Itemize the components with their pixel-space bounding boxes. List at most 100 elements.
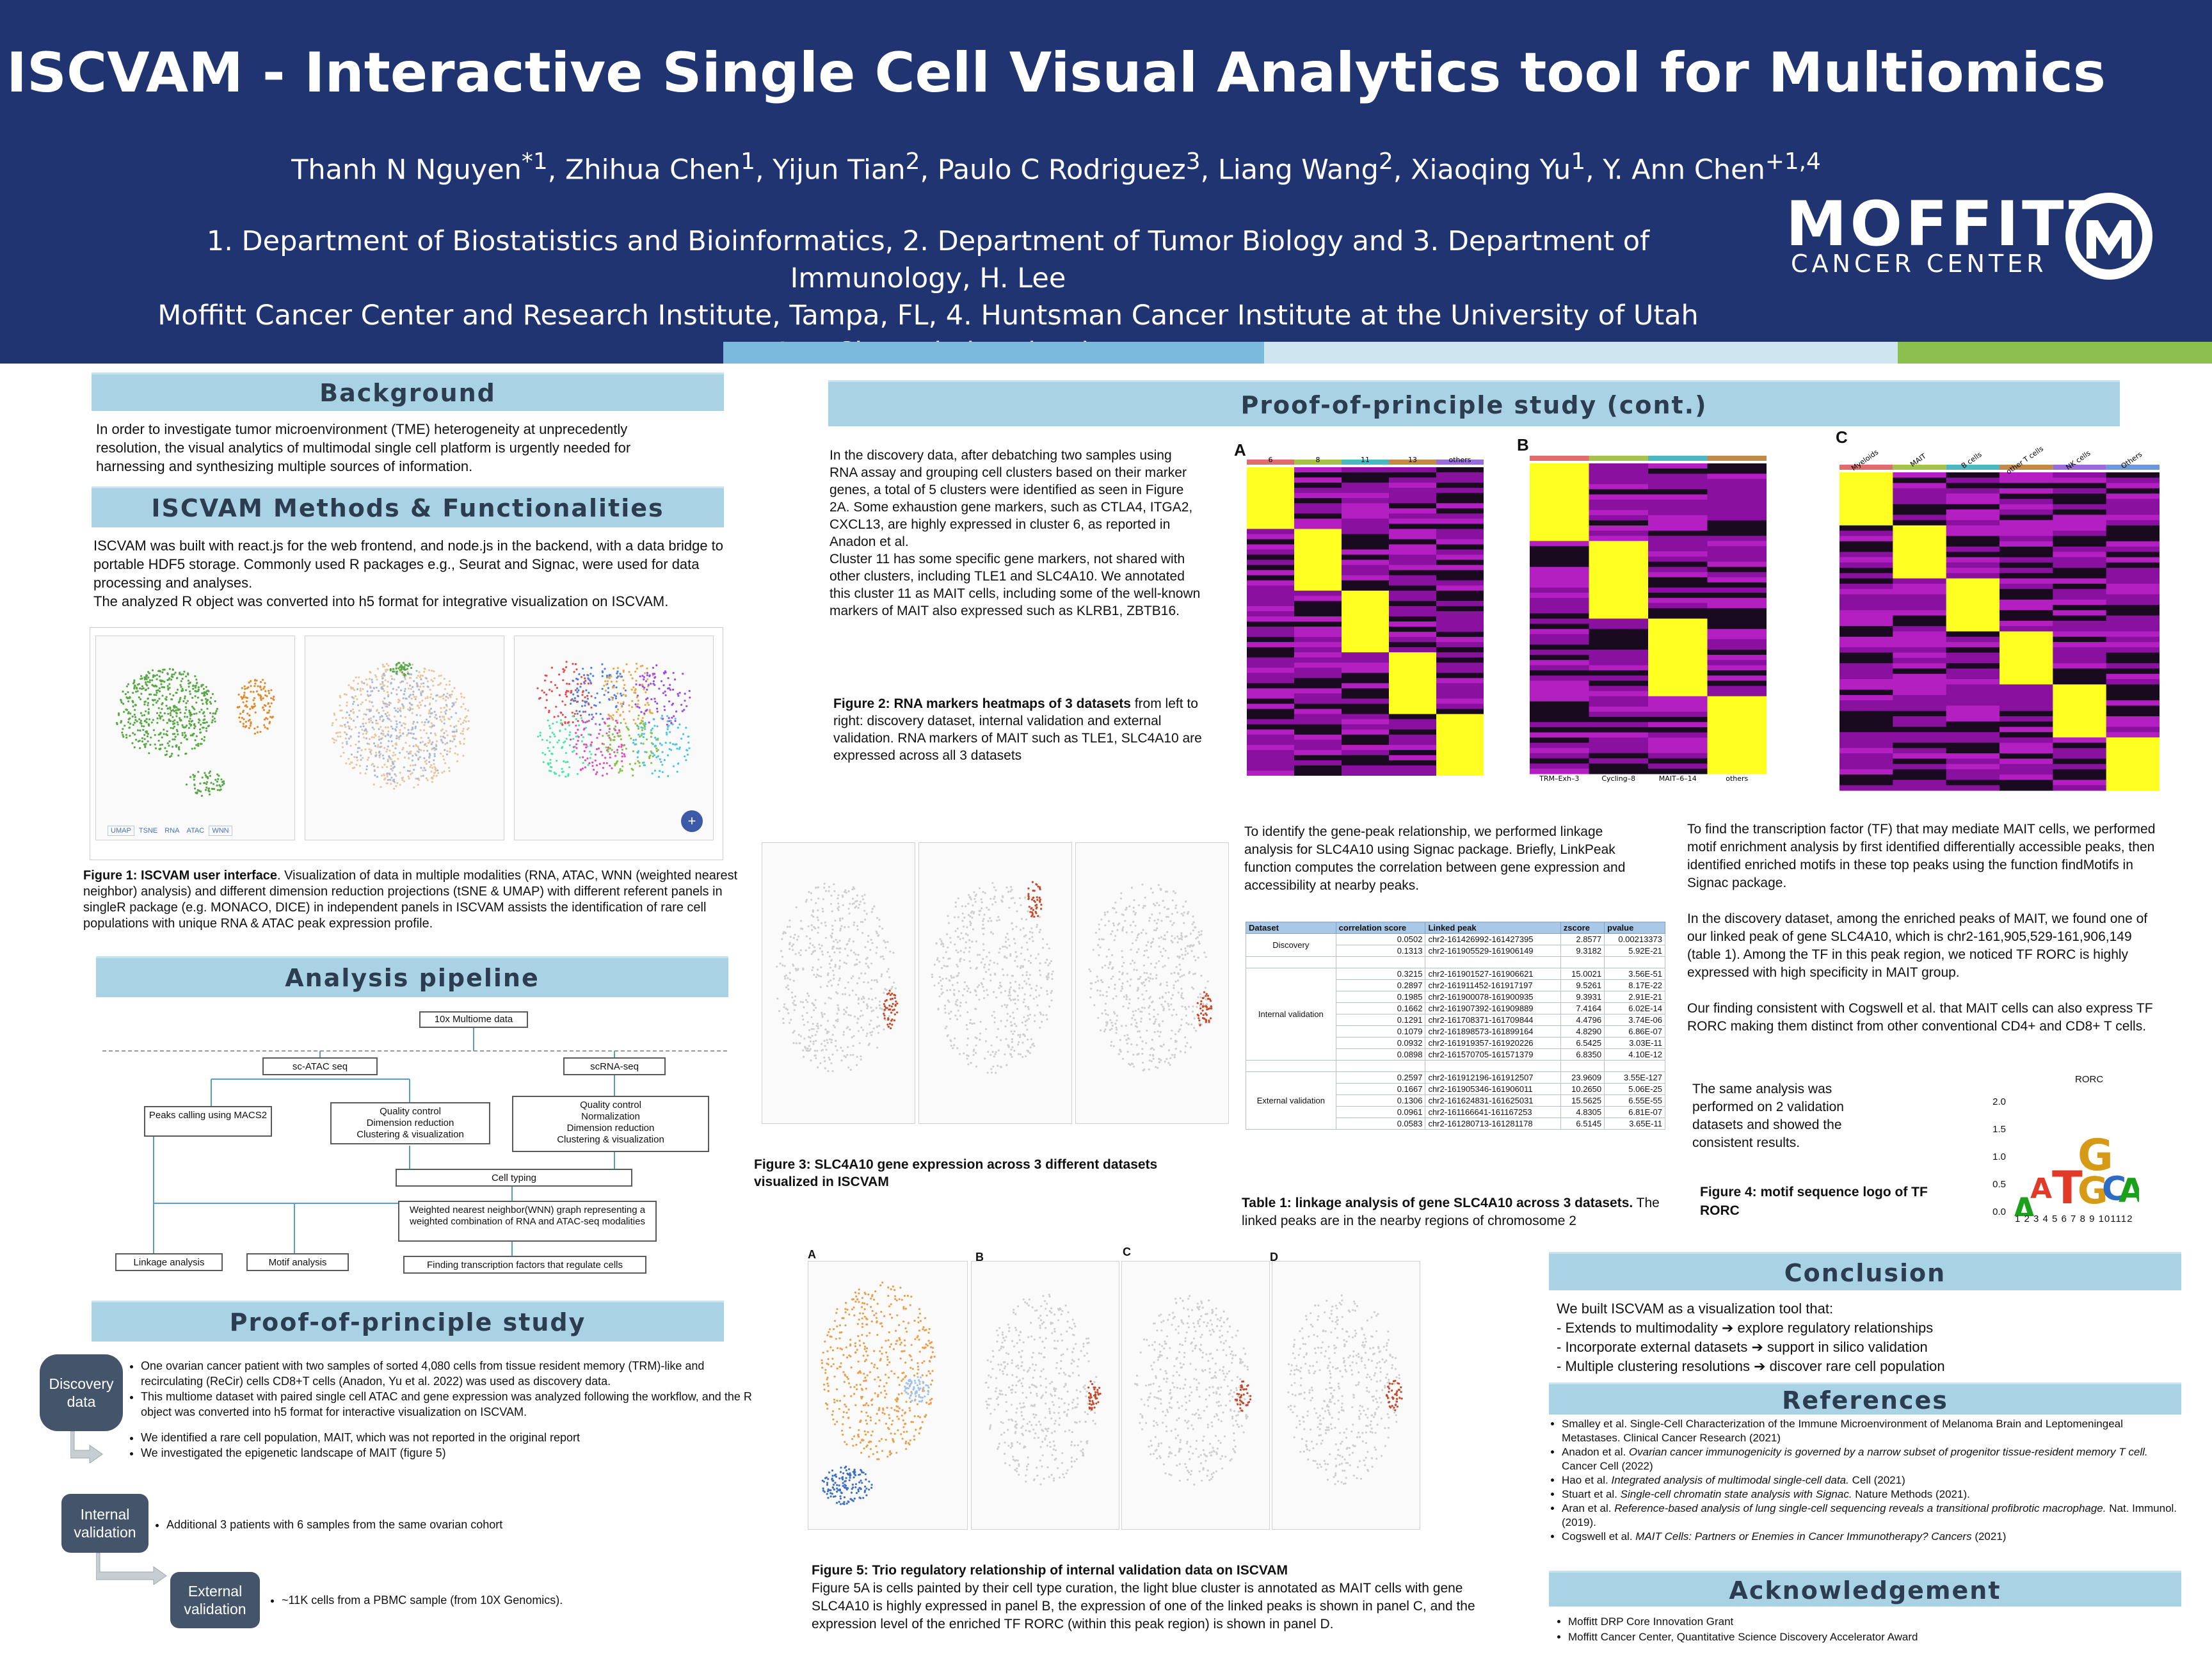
tab-wnn[interactable]: WNN bbox=[209, 826, 232, 836]
tab-umap[interactable]: UMAP bbox=[108, 826, 134, 836]
heatmap-cell bbox=[1389, 554, 1437, 561]
umap-point bbox=[822, 910, 824, 913]
add-panel-button[interactable]: + bbox=[681, 810, 703, 832]
heatmap-cell bbox=[1648, 650, 1708, 655]
umap-point bbox=[1197, 956, 1199, 959]
umap-point bbox=[1037, 885, 1039, 888]
umap-point bbox=[365, 737, 367, 740]
umap-point bbox=[1200, 933, 1203, 936]
umap-point bbox=[117, 712, 120, 715]
heatmap-cell bbox=[1893, 541, 1947, 547]
tab-tsne[interactable]: TSNE bbox=[138, 827, 158, 835]
heatmap-cell bbox=[1342, 544, 1390, 550]
umap-point bbox=[857, 906, 860, 910]
heatmap-x-label: Cycling–8 bbox=[1601, 774, 1635, 783]
heatmap-cell bbox=[1436, 678, 1484, 684]
umap-point bbox=[1038, 896, 1041, 899]
umap-point bbox=[159, 712, 162, 714]
umap-point bbox=[423, 729, 426, 732]
umap-point bbox=[1191, 923, 1194, 926]
umap-point bbox=[1137, 978, 1139, 981]
umap-point bbox=[854, 900, 857, 902]
umap-point bbox=[958, 990, 960, 993]
heatmap-cell bbox=[1707, 701, 1767, 707]
umap-point bbox=[1148, 1013, 1151, 1015]
umap-point bbox=[435, 745, 438, 748]
umap-point bbox=[539, 696, 541, 699]
umap-point bbox=[444, 737, 446, 739]
tab-rna[interactable]: RNA bbox=[164, 827, 180, 835]
heatmap-cell bbox=[2106, 710, 2160, 717]
umap-point bbox=[1014, 950, 1017, 954]
umap-point bbox=[381, 700, 384, 703]
umap-point bbox=[783, 965, 786, 967]
heatmap-cell bbox=[1389, 693, 1437, 699]
umap-point bbox=[397, 707, 399, 710]
heatmap-cell bbox=[2000, 769, 2053, 775]
heatmap-cell bbox=[2106, 780, 2160, 786]
heatmap-b-label: B bbox=[1517, 435, 1529, 454]
external-validation-label: External validation bbox=[170, 1572, 260, 1628]
heatmap-cell bbox=[2000, 647, 2053, 653]
umap-point bbox=[456, 698, 458, 700]
umap-point bbox=[843, 1013, 846, 1016]
umap-point bbox=[786, 926, 789, 928]
heatmap-cell bbox=[1707, 551, 1767, 557]
umap-point bbox=[1156, 902, 1158, 904]
heatmap-cell bbox=[1589, 696, 1649, 702]
umap-point bbox=[184, 706, 187, 709]
umap-point bbox=[127, 721, 130, 723]
umap-point bbox=[394, 729, 397, 732]
heatmap-cell bbox=[1436, 714, 1484, 720]
umap-point bbox=[789, 926, 791, 928]
umap-point bbox=[986, 956, 988, 958]
umap-point bbox=[1020, 965, 1022, 967]
umap-point bbox=[986, 989, 988, 991]
umap-point bbox=[829, 1038, 831, 1041]
umap-point bbox=[616, 667, 620, 669]
umap-point bbox=[578, 673, 581, 675]
umap-point bbox=[565, 693, 567, 696]
umap-point bbox=[667, 775, 669, 778]
heatmap-group-bar bbox=[2106, 465, 2160, 470]
tab-atac[interactable]: ATAC bbox=[186, 827, 205, 835]
umap-point bbox=[879, 1000, 881, 1003]
heatmap-cell bbox=[1436, 477, 1484, 483]
umap-point bbox=[1038, 931, 1041, 933]
umap-point bbox=[1113, 939, 1116, 942]
umap-point bbox=[151, 679, 154, 682]
heatmap-cell bbox=[1530, 577, 1589, 583]
umap-point bbox=[429, 707, 432, 710]
umap-point bbox=[884, 941, 886, 943]
umap-point bbox=[671, 743, 675, 746]
heatmap-cell bbox=[2053, 509, 2107, 515]
heatmap-cell bbox=[1946, 541, 2000, 547]
umap-point bbox=[954, 1014, 957, 1017]
discovery-arrow-icon bbox=[70, 1431, 103, 1463]
heatmap-cell bbox=[1530, 732, 1589, 738]
umap-point bbox=[1170, 972, 1173, 975]
umap-point bbox=[686, 753, 689, 756]
umap-point bbox=[831, 1070, 834, 1072]
umap-point bbox=[166, 742, 169, 744]
heatmap-cell bbox=[1707, 525, 1767, 531]
umap-point bbox=[1154, 966, 1157, 968]
umap-point bbox=[949, 979, 951, 982]
umap-point bbox=[553, 771, 556, 774]
umap-point bbox=[430, 722, 433, 725]
heatmap-cell bbox=[1247, 544, 1295, 550]
umap-point bbox=[433, 772, 435, 774]
umap-point bbox=[173, 725, 175, 728]
umap-point bbox=[579, 710, 581, 713]
umap-point bbox=[564, 716, 567, 719]
heatmap-group-bar bbox=[2053, 465, 2106, 470]
umap-point bbox=[594, 753, 597, 756]
umap-point bbox=[826, 985, 828, 988]
umap-point bbox=[395, 720, 397, 723]
umap-point bbox=[666, 715, 669, 717]
umap-point bbox=[467, 709, 470, 712]
umap-point bbox=[1034, 911, 1037, 913]
heatmap-cell bbox=[1839, 758, 1893, 765]
umap-point bbox=[1130, 1043, 1133, 1046]
umap-point bbox=[166, 750, 168, 753]
